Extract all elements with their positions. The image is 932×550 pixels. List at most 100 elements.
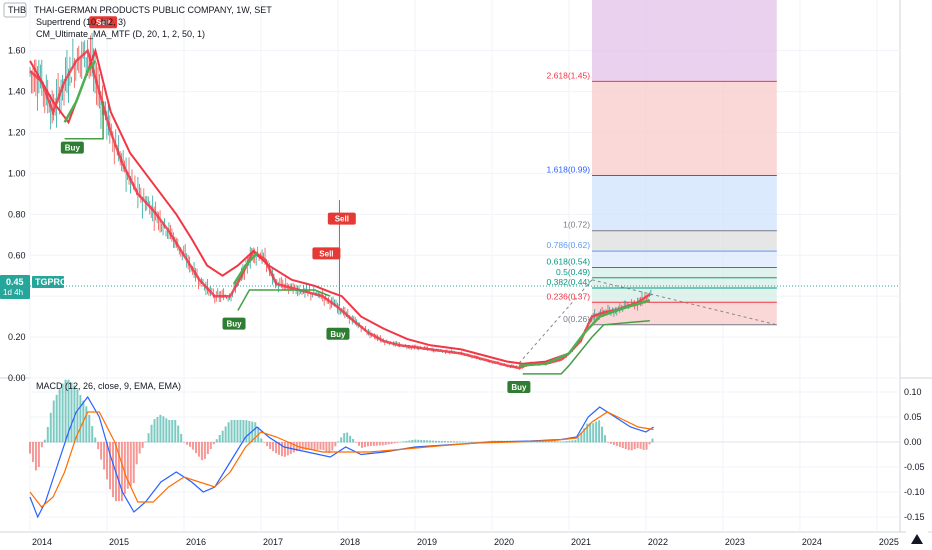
macd-histogram-bar: [556, 441, 559, 443]
settings-icon[interactable]: [906, 530, 928, 548]
macd-histogram-bar: [283, 442, 286, 457]
macd-histogram-bar: [34, 442, 37, 471]
time-tick-label: 2019: [417, 537, 437, 547]
macd-histogram-bar: [369, 442, 372, 447]
macd-histogram-bar: [263, 442, 266, 443]
macd-histogram-bar: [627, 442, 630, 451]
macd-histogram-bar: [396, 442, 399, 443]
buy-signal-badge: [326, 327, 350, 340]
macd-histogram-bar: [109, 442, 112, 490]
fib-zone: [592, 277, 777, 288]
macd-histogram-bar: [55, 394, 58, 443]
macd-histogram-bar: [630, 442, 633, 451]
supertrend-support-line: [237, 289, 331, 311]
macd-histogram-bar: [601, 426, 604, 443]
macd-histogram-bar: [280, 442, 283, 457]
macd-histogram-bar: [443, 441, 446, 443]
macd-histogram-bar: [319, 442, 322, 450]
fib-zone: [592, 287, 777, 303]
macd-histogram-bar: [194, 442, 197, 454]
macd-histogram-bar: [292, 442, 295, 453]
fib-zone: [592, 251, 777, 268]
macd-histogram-bar: [61, 383, 64, 443]
macd-histogram-bar: [615, 442, 618, 446]
macd-histogram-bar: [592, 423, 595, 443]
macd-histogram-bar: [245, 420, 248, 443]
macd-legend[interactable]: MACD (12, 26, close, 9, EMA, EMA): [36, 381, 181, 391]
macd-histogram-bar: [159, 414, 162, 443]
fib-zone-top: [592, 0, 777, 82]
macd-histogram-bar: [479, 441, 482, 443]
price-tick-label: 1.00: [8, 168, 26, 178]
macd-histogram-bar: [441, 441, 444, 443]
time-tick-label: 2020: [494, 537, 514, 547]
moving-average-up-segment: [63, 60, 97, 123]
macd-histogram-bar: [360, 442, 363, 448]
macd-histogram-bar: [31, 442, 34, 462]
macd-histogram-bar: [363, 442, 366, 448]
time-tick-label: 2021: [571, 537, 591, 547]
macd-histogram-bar: [455, 441, 458, 443]
bar-countdown: 1d 4h: [3, 288, 23, 297]
macd-histogram-bar: [37, 442, 40, 467]
macd-histogram-bar: [393, 442, 396, 444]
axes: 0.000.200.400.600.801.001.201.401.600.10…: [8, 46, 925, 547]
macd-histogram-bar: [470, 441, 473, 443]
macd-histogram-bar: [79, 394, 82, 443]
macd-histogram-bar: [355, 442, 358, 443]
macd-histogram-bar: [236, 420, 239, 443]
symbol-tag: TGPRO: [35, 277, 67, 287]
macd-histogram-bar: [215, 439, 218, 443]
macd-histogram-bar: [618, 442, 621, 447]
fib-zone: [592, 81, 777, 176]
macd-histogram-bar: [58, 389, 61, 443]
macd-histogram-bar: [340, 437, 343, 443]
sell-signal-label: Sell: [335, 215, 349, 224]
macd-histogram-bar: [417, 439, 420, 443]
macd-histogram-bar: [138, 442, 141, 454]
time-tick-label: 2017: [263, 537, 283, 547]
macd-histogram-bar: [52, 400, 55, 443]
macd-histogram-bar: [411, 439, 414, 443]
macd-histogram-bar: [402, 441, 405, 443]
macd-histogram-bar: [612, 442, 615, 445]
macd-histogram-bar: [171, 420, 174, 443]
sell-signal-badge: [89, 16, 118, 29]
macd-histogram-bar: [221, 430, 224, 443]
macd-histogram-bar: [328, 442, 331, 454]
fib-level-label: 2.618(1.45): [547, 70, 591, 80]
macd-histogram-bar: [375, 442, 378, 446]
macd-histogram-bar: [301, 442, 304, 450]
macd-histogram-bar: [467, 441, 470, 443]
macd-histogram-bar: [212, 442, 215, 445]
macd-histogram-bar: [621, 442, 624, 448]
macd-histogram-bar: [553, 440, 556, 443]
macd-histogram-bar: [648, 442, 651, 445]
macd-histogram-bar: [230, 420, 233, 443]
macd-histogram-bar: [414, 439, 417, 443]
macd-histogram-bar: [538, 440, 541, 443]
macd-histogram-bar: [269, 442, 272, 450]
buy-signal-label: Buy: [511, 383, 527, 392]
macd-histogram-bar: [203, 442, 206, 459]
macd-histogram-bar: [352, 438, 355, 443]
fib-level-label: 0.5(0.49): [556, 267, 590, 277]
supertrend-support-line: [522, 319, 650, 375]
macd-histogram-bar: [209, 442, 212, 450]
fib-trend-line: [591, 279, 777, 326]
ma-legend[interactable]: CM_Ultimate_MA_MTF (D, 20, 1, 2, 50, 1): [36, 29, 205, 39]
currency-label: THB: [3, 2, 27, 18]
macd-histogram-bar: [251, 421, 254, 443]
macd-histogram-bar: [103, 442, 106, 470]
time-tick-label: 2016: [186, 537, 206, 547]
fib-level-label: 0.786(0.62): [547, 240, 591, 250]
macd-histogram-bar: [325, 442, 328, 452]
macd-histogram-bar: [183, 442, 186, 443]
fib-level-label: 0.618(0.54): [547, 257, 591, 267]
supertrend-legend[interactable]: Supertrend (10, hl2, 3): [36, 17, 126, 27]
sell-signal-badge: [312, 247, 341, 260]
macd-histogram-bar: [91, 426, 94, 443]
macd-histogram-bar: [180, 433, 183, 443]
time-tick-label: 2018: [340, 537, 360, 547]
